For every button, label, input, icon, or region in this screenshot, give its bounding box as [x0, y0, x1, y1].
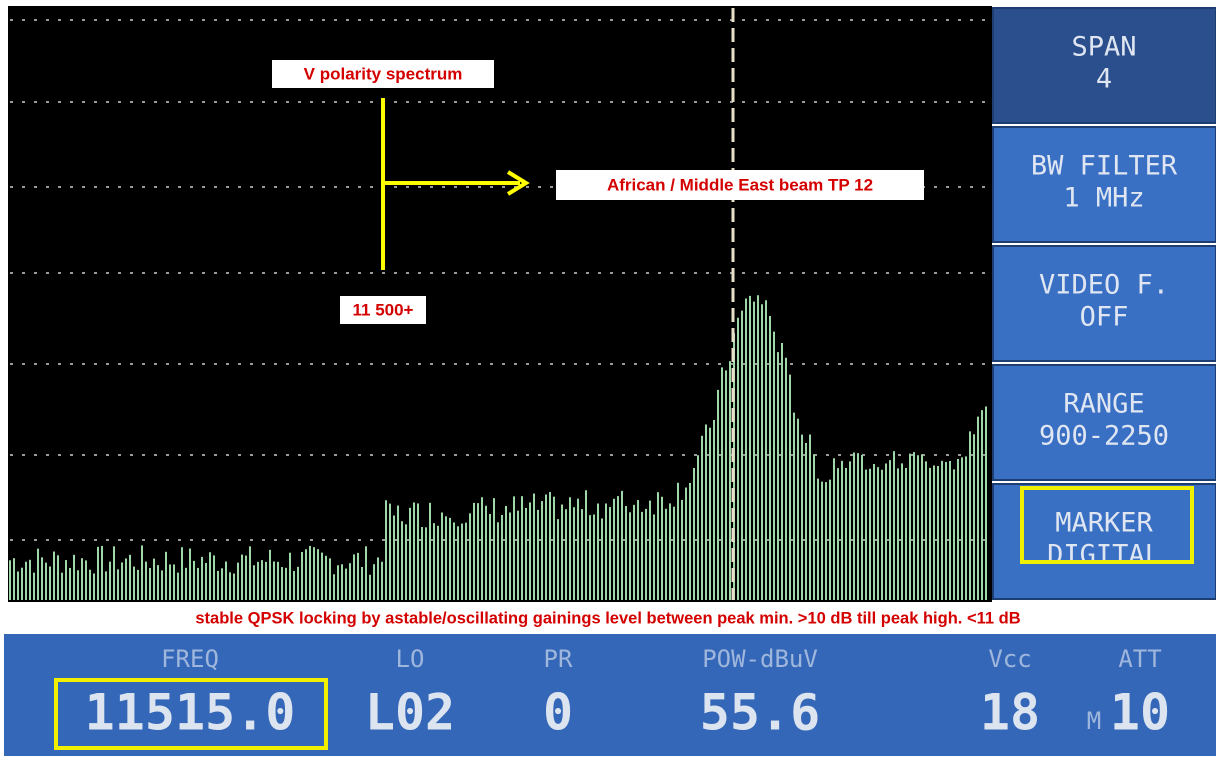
- menu-line2: DIGITAL: [1047, 540, 1161, 571]
- menu-button: [992, 126, 1216, 243]
- highlight-box: [1020, 486, 1194, 564]
- status-label: FREQ: [161, 645, 219, 673]
- annotation-title: V polarity spectrum: [304, 64, 463, 83]
- menu-line2: OFF: [1080, 302, 1129, 333]
- spectrum-area: [8, 6, 992, 602]
- status-label: Vcc: [988, 645, 1031, 673]
- status-label: ATT: [1118, 645, 1161, 673]
- menu-button: [992, 245, 1216, 362]
- status-value: 55.6: [700, 684, 820, 742]
- label-box: [272, 60, 494, 88]
- annotation-footer: stable QPSK locking by astable/oscillati…: [195, 609, 1020, 627]
- menu-line1: VIDEO F.: [1039, 270, 1169, 301]
- status-bar: [4, 634, 1216, 756]
- label-box: [340, 296, 426, 324]
- menu-line1: MARKER: [1055, 508, 1153, 539]
- annotation-freq: 11 500+: [353, 300, 414, 319]
- menu-button: [992, 483, 1216, 600]
- status-value: 11515.0: [85, 684, 296, 742]
- menu-line2: 4: [1096, 64, 1112, 95]
- status-label: PR: [544, 645, 573, 673]
- status-label: POW-dBuV: [702, 645, 818, 673]
- footer-box: [0, 602, 1216, 634]
- status-value: 10: [1110, 684, 1170, 742]
- status-label: LO: [396, 645, 425, 673]
- menu-line1: RANGE: [1063, 389, 1144, 420]
- menu-button: [992, 364, 1216, 481]
- arrow-head: [506, 170, 530, 196]
- menu-button: [992, 7, 1216, 124]
- menu-line2: 1 MHz: [1063, 183, 1144, 214]
- menu-line1: BW FILTER: [1031, 151, 1178, 182]
- status-prefix: M: [1087, 707, 1101, 735]
- status-value: 18: [980, 684, 1040, 742]
- status-fields: FREQ 11515.0 LO L02 PR 0 POW-dBuV 55.6 Vcc 18 ATT 1…: [85, 645, 1170, 742]
- highlight-box: [54, 678, 328, 750]
- status-value: L02: [365, 684, 455, 742]
- menu-line1: SPAN: [1071, 32, 1136, 63]
- spectrum-trace: [9, 295, 987, 600]
- label-box: [556, 170, 924, 200]
- annotation-beam: African / Middle East beam TP 12: [607, 175, 873, 194]
- status-value: 0: [543, 684, 573, 742]
- menu-line2: 900-2250: [1039, 421, 1169, 452]
